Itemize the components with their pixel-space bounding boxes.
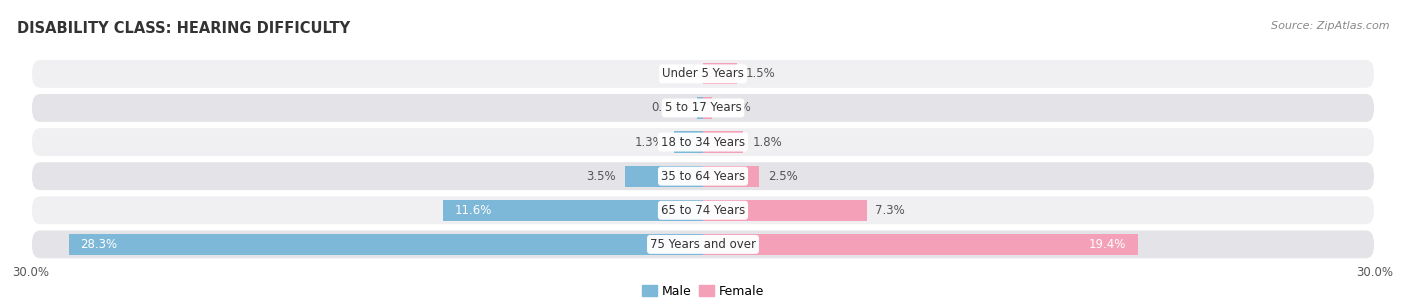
Text: 75 Years and over: 75 Years and over <box>650 238 756 251</box>
Text: 0.4%: 0.4% <box>721 102 751 114</box>
FancyBboxPatch shape <box>31 195 1375 225</box>
Bar <box>703 132 744 153</box>
Text: 5 to 17 Years: 5 to 17 Years <box>665 102 741 114</box>
Text: 2.5%: 2.5% <box>768 170 797 183</box>
Text: 0.26%: 0.26% <box>651 102 688 114</box>
Text: 1.8%: 1.8% <box>752 136 782 149</box>
FancyBboxPatch shape <box>31 127 1375 157</box>
FancyBboxPatch shape <box>31 230 1375 259</box>
Legend: Male, Female: Male, Female <box>637 280 769 303</box>
FancyBboxPatch shape <box>31 93 1375 123</box>
Text: 19.4%: 19.4% <box>1090 238 1126 251</box>
Bar <box>69 234 703 255</box>
Text: Under 5 Years: Under 5 Years <box>662 67 744 80</box>
Text: 0.0%: 0.0% <box>665 67 695 80</box>
Text: 18 to 34 Years: 18 to 34 Years <box>661 136 745 149</box>
Bar <box>703 63 737 84</box>
Bar <box>673 132 703 153</box>
Text: 3.5%: 3.5% <box>586 170 616 183</box>
Text: 35 to 64 Years: 35 to 64 Years <box>661 170 745 183</box>
Bar <box>703 166 759 187</box>
Text: 65 to 74 Years: 65 to 74 Years <box>661 204 745 217</box>
Text: 7.3%: 7.3% <box>876 204 905 217</box>
Bar <box>443 200 703 221</box>
Text: DISABILITY CLASS: HEARING DIFFICULTY: DISABILITY CLASS: HEARING DIFFICULTY <box>17 21 350 36</box>
Text: 11.6%: 11.6% <box>454 204 492 217</box>
Text: 1.3%: 1.3% <box>636 136 665 149</box>
Text: Source: ZipAtlas.com: Source: ZipAtlas.com <box>1271 21 1389 32</box>
Bar <box>624 166 703 187</box>
FancyBboxPatch shape <box>31 161 1375 191</box>
Text: 28.3%: 28.3% <box>80 238 117 251</box>
Bar <box>703 97 711 118</box>
FancyBboxPatch shape <box>31 59 1375 89</box>
Bar <box>703 234 1137 255</box>
Bar <box>697 97 703 118</box>
Bar <box>703 200 866 221</box>
Text: 1.5%: 1.5% <box>745 67 775 80</box>
